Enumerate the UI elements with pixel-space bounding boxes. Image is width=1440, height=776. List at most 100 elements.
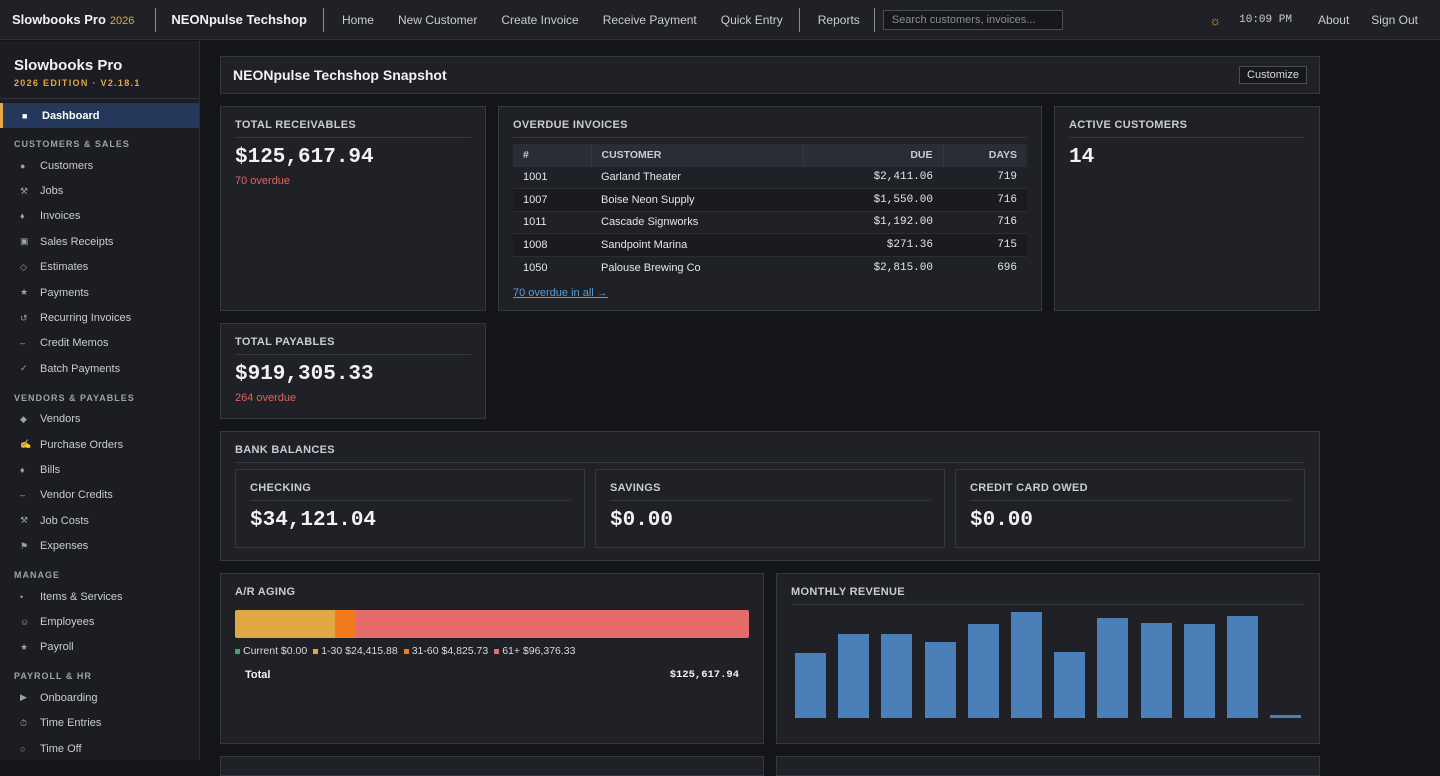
payables-card[interactable]: TOTAL PAYABLES $919,305.33 264 overdue xyxy=(220,323,486,419)
revenue-bar-jul[interactable] xyxy=(1183,624,1215,718)
nav-quick-entry[interactable]: Quick Entry xyxy=(720,12,783,27)
overdue-invoices-card: OVERDUE INVOICES # CUSTOMER DUE DAYS 100… xyxy=(498,106,1042,311)
revenue-bar-aug[interactable] xyxy=(1227,616,1258,718)
customer-name: Sandpoint Marina xyxy=(591,233,803,257)
sidebar-item-label: Expenses xyxy=(40,540,89,553)
revenue-bar-jan[interactable] xyxy=(924,642,956,718)
nav-reports[interactable]: Reports xyxy=(817,12,860,27)
recurring-invoices-icon: ↺ xyxy=(20,312,28,323)
aging-legend: Current $0.00 1-30 $24,415.88 31-60 $4,825… xyxy=(235,645,749,657)
bank-account-savings[interactable]: SAVINGS $0.00 xyxy=(595,469,945,548)
account-name: SAVINGS xyxy=(610,482,930,501)
sidebar-item-employees[interactable]: ☺ Employees xyxy=(0,609,199,634)
nav-about[interactable]: About xyxy=(1317,13,1350,27)
aging-segment-1 xyxy=(235,610,335,638)
amount-due: $2,411.06 xyxy=(803,165,943,189)
overdue-all-link[interactable]: 70 overdue in all → xyxy=(513,286,608,299)
lower-panel-left xyxy=(220,756,764,776)
aging-bar xyxy=(235,610,749,638)
nav-receive-payment[interactable]: Receive Payment xyxy=(602,12,697,27)
nav-divider xyxy=(155,7,157,32)
revenue-bar-may[interactable] xyxy=(1097,617,1129,718)
sidebar-item-payments[interactable]: ★ Payments xyxy=(0,280,199,305)
revenue-bar-mar[interactable] xyxy=(1011,612,1042,718)
days-overdue: 716 xyxy=(943,188,1027,212)
table-row[interactable]: 1011 Cascade Signworks $1,192.00 716 xyxy=(513,210,1027,234)
legend-label: 31-60 $4,825.73 xyxy=(411,645,489,657)
invoice-number: 1001 xyxy=(513,165,591,189)
sidebar-item-label: Onboarding xyxy=(40,691,98,704)
sidebar-item-recurring-invoices[interactable]: ↺ Recurring Invoices xyxy=(0,305,199,330)
revenue-bar-oct[interactable] xyxy=(795,653,826,718)
sidebar-item-jobs[interactable]: ⚒ Jobs xyxy=(0,178,199,203)
revenue-bar-nov[interactable] xyxy=(838,633,870,718)
sidebar-item-vendor-credits[interactable]: – Vendor Credits xyxy=(0,483,199,508)
sidebar-item-label: Payroll xyxy=(40,641,74,654)
table-row[interactable]: 1007 Boise Neon Supply $1,550.00 716 xyxy=(513,188,1027,212)
ar-aging-card: A/R AGING Current $0.00 1-30 $24,415.88 31… xyxy=(220,573,764,744)
active-customers-card[interactable]: ACTIVE CUSTOMERS 14 xyxy=(1054,106,1320,311)
sidebar-item-credit-memos[interactable]: – Credit Memos xyxy=(0,331,199,356)
customize-button[interactable]: Customize xyxy=(1239,66,1307,84)
sidebar-item-purchase-orders[interactable]: ✍ Purchase Orders xyxy=(0,432,199,457)
bank-account-credit-card[interactable]: CREDIT CARD OWED $0.00 xyxy=(955,469,1305,548)
sidebar-item-time-off[interactable]: ○ Time Off xyxy=(0,736,199,761)
amount-due: $1,550.00 xyxy=(803,188,943,212)
page-title: NEONpulse Techshop Snapshot xyxy=(233,67,447,83)
bank-account-checking[interactable]: CHECKING $34,121.04 xyxy=(235,469,585,548)
batch-payments-icon: ✓ xyxy=(20,363,28,374)
sidebar-item-items-services[interactable]: • Items & Services xyxy=(0,584,199,609)
nav-create-invoice[interactable]: Create Invoice xyxy=(501,12,579,27)
sidebar-item-expenses[interactable]: ⚑ Expenses xyxy=(0,533,199,558)
sidebar-item-label: Credit Memos xyxy=(40,337,109,350)
sidebar-item-batch-payments[interactable]: ✓ Batch Payments xyxy=(0,356,199,381)
nav-new-customer[interactable]: New Customer xyxy=(397,12,478,27)
nav-divider xyxy=(798,7,800,32)
col-number: # xyxy=(513,144,592,166)
jobs-icon: ⚒ xyxy=(20,185,29,196)
bank-balances-card: BANK BALANCES CHECKING $34,121.04 SAVING… xyxy=(220,431,1320,561)
revenue-bar-apr[interactable] xyxy=(1054,652,1086,718)
revenue-bar-sep[interactable] xyxy=(1270,714,1302,718)
app-brand[interactable]: Slowbooks Pro 2026 xyxy=(0,12,134,27)
theme-toggle-icon[interactable]: ☼ xyxy=(1209,12,1222,28)
sidebar-item-customers[interactable]: ● Customers xyxy=(0,153,199,178)
col-due: DUE xyxy=(803,144,944,166)
table-row[interactable]: 1001 Garland Theater $2,411.06 719 xyxy=(513,165,1027,189)
nav-home[interactable]: Home xyxy=(341,12,374,27)
payroll-icon: ★ xyxy=(20,641,29,652)
sidebar-section-customers-sales: CUSTOMERS & SALES xyxy=(14,139,130,149)
nav-sign-out[interactable]: Sign Out xyxy=(1371,13,1418,27)
sidebar-title: Slowbooks Pro xyxy=(14,57,123,74)
account-balance: $0.00 xyxy=(970,509,1034,532)
sidebar-item-estimates[interactable]: ◇ Estimates xyxy=(0,255,199,280)
days-overdue: 696 xyxy=(943,255,1027,279)
sidebar-item-sales-receipts[interactable]: ▣ Sales Receipts xyxy=(0,229,199,254)
search-input[interactable]: Search customers, invoices... xyxy=(882,9,1063,30)
receivables-card[interactable]: TOTAL RECEIVABLES $125,617.94 70 overdue xyxy=(220,106,486,311)
snapshot-header: NEONpulse Techshop Snapshot Customize xyxy=(220,56,1320,94)
sidebar-item-label: Estimates xyxy=(40,261,89,274)
sidebar-item-vendors[interactable]: ◆ Vendors xyxy=(0,407,199,432)
time-off-icon: ○ xyxy=(20,743,26,754)
company-name[interactable]: NEONpulse Techshop xyxy=(171,12,307,27)
sidebar-item-bills[interactable]: ♦ Bills xyxy=(0,457,199,482)
legend-item: 61+ $96,376.33 xyxy=(494,645,575,657)
revenue-bar-feb[interactable] xyxy=(967,624,999,718)
sidebar-item-label: Jobs xyxy=(40,185,64,198)
table-row[interactable]: 1008 Sandpoint Marina $271.36 715 xyxy=(513,233,1027,257)
sidebar-item-payroll[interactable]: ★ Payroll xyxy=(0,635,199,660)
onboarding-icon: ▶ xyxy=(20,692,27,703)
sidebar-item-job-costs[interactable]: ⚒ Job Costs xyxy=(0,508,199,533)
revenue-bar-jun[interactable] xyxy=(1140,622,1172,718)
revenue-bar-dec[interactable] xyxy=(881,633,913,718)
topbar-right: ☼ 10:09 PM About Sign Out xyxy=(1209,0,1440,40)
sidebar-item-label: Customers xyxy=(40,159,94,172)
sidebar-item-dashboard[interactable]: ■ Dashboard xyxy=(0,103,199,128)
table-row[interactable]: 1050 Palouse Brewing Co $2,815.00 696 xyxy=(513,255,1027,279)
sidebar-item-onboarding[interactable]: ▶ Onboarding xyxy=(0,685,199,710)
sidebar-item-invoices[interactable]: ♦ Invoices xyxy=(0,204,199,229)
sidebar-item-time-entries[interactable]: ⏱ Time Entries xyxy=(0,710,199,735)
job-costs-icon: ⚒ xyxy=(20,515,29,526)
amount-due: $1,192.00 xyxy=(803,210,943,234)
